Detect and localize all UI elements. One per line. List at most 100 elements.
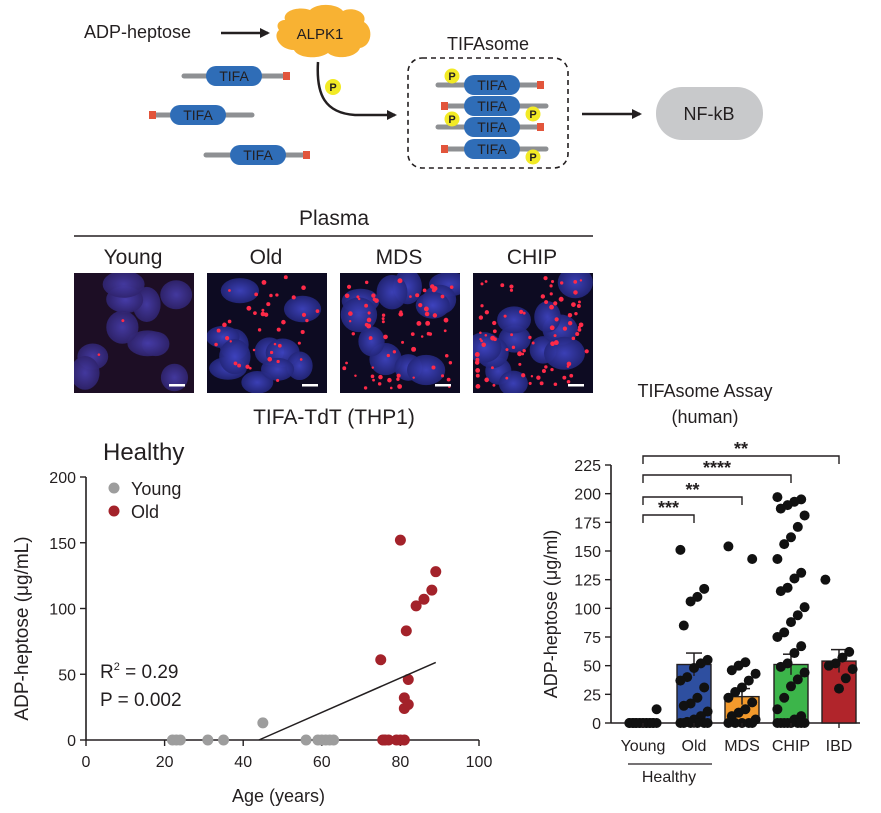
r-squared-stat: R2 = 0.29: [100, 661, 179, 683]
bar-point-old: [702, 718, 713, 728]
scatter-point-young: [202, 734, 214, 746]
tifa-molecule: TIFA P: [441, 96, 549, 122]
microscopy-caption: TIFA-TdT (THP1): [253, 406, 415, 429]
bar-x-tick-label: Young: [621, 738, 666, 755]
bar-point-chip: [772, 704, 783, 715]
bar-y-tick-label: 100: [574, 601, 601, 618]
scatter-point-young: [174, 734, 186, 746]
bar-x-tick-label: IBD: [826, 738, 853, 755]
bar-point-ibd: [847, 664, 858, 675]
scatter-x-tick-label: 0: [82, 754, 91, 771]
bar-point-chip: [796, 718, 807, 728]
bar-point-ibd: [834, 683, 844, 694]
p-value-stat: P = 0.002: [100, 690, 182, 711]
bar-point-mds: [743, 675, 754, 686]
bar-x-tick-label: CHIP: [772, 738, 810, 755]
bar-point-chip: [772, 718, 783, 728]
bar-y-tick-label: 25: [583, 687, 601, 704]
bar-point-chip: [772, 554, 783, 565]
scatter-x-tick-label: 60: [313, 754, 331, 771]
scatter-point-old: [375, 654, 387, 666]
scatter-chart: 0 50 100 150 200 0 20 40 60 80 100 Age (years) ADP-h…: [12, 470, 492, 806]
scatter-y-tick-label: 0: [67, 733, 76, 750]
scatter-point-old: [394, 734, 406, 746]
svg-text:P: P: [529, 152, 536, 164]
bar-point-ibd: [823, 660, 834, 671]
legend-marker-old: [108, 505, 120, 517]
phospho-badge: P: [325, 79, 341, 95]
regression-line: [258, 661, 437, 741]
scatter-point-old: [402, 698, 414, 710]
bar-point-ibd: [837, 652, 848, 663]
bar-point-mds: [747, 718, 758, 728]
bar-point-chip: [792, 521, 803, 532]
bar-y-tick-label: 50: [583, 659, 601, 676]
scatter-x-tick-label: 20: [156, 754, 174, 771]
significance-label: **: [734, 439, 748, 459]
scatter-point-old: [418, 593, 430, 605]
microscopy-panel: Plasma Young Old MDS CHIP TIFA-TdT (THP1…: [74, 207, 593, 429]
bar-point-mds: [747, 697, 758, 708]
bar-y-tick-label: 225: [574, 458, 601, 475]
bar-point-old: [685, 596, 696, 607]
scatter-point-old: [430, 566, 442, 578]
bar-point-mds: [730, 687, 741, 698]
bar-point-young: [651, 704, 662, 715]
bar-point-old: [678, 700, 689, 711]
legend-label-old: Old: [131, 502, 159, 522]
healthy-group-label: Healthy: [642, 769, 696, 786]
tifa-molecule: TIFA: [149, 105, 255, 125]
bar-x-tick-label: MDS: [724, 738, 760, 755]
significance-bracket: **: [642, 439, 840, 464]
legend-marker-young: [108, 482, 120, 494]
scatter-point-old: [426, 584, 438, 596]
scatter-panel: Healthy 0 50 100 150 200 0 20 40 60 80 100 Age (yea…: [12, 439, 492, 806]
significance-bracket: **: [642, 480, 743, 505]
bar-point-ibd: [844, 646, 855, 657]
tifa-label: TIFA: [477, 119, 507, 135]
svg-text:P: P: [448, 71, 455, 83]
bar-point-chip: [796, 641, 807, 652]
bar-point-chip: [799, 602, 810, 613]
bar-y-tick-label: 200: [574, 487, 601, 504]
bar-point-chip: [786, 617, 796, 628]
bar-point-chip: [796, 567, 807, 578]
svg-text:P: P: [329, 82, 336, 94]
bar-point-chip: [789, 648, 800, 659]
scatter-point-old: [379, 734, 391, 746]
bar-point-chip: [786, 532, 796, 543]
scatter-point-old: [394, 534, 406, 546]
phospho-badge: P: [444, 111, 460, 127]
microscopy-header: Plasma: [299, 207, 369, 230]
tifa-molecule: TIFA: [181, 66, 290, 86]
scatter-x-tick-label: 100: [466, 754, 493, 771]
scatter-y-tick-label: 50: [58, 667, 76, 684]
bar-panel: TIFAsome Assay (human) 0 25 50 75 100 125 150 1…: [541, 381, 860, 786]
significance-label: **: [685, 480, 699, 500]
ligand-label: ADP-heptose: [84, 22, 191, 42]
scatter-y-tick-label: 200: [49, 470, 76, 487]
tifa-molecule: TIFA P: [441, 139, 549, 165]
svg-text:P: P: [448, 114, 455, 126]
bar-point-chip: [779, 692, 790, 703]
kinase-label: ALPK1: [297, 26, 344, 43]
bar-point-old: [675, 675, 686, 686]
bar-point-mds: [747, 554, 758, 565]
scatter-panel-title: Healthy: [103, 439, 184, 466]
scatter-x-tick-label: 40: [234, 754, 252, 771]
bar-y-tick-label: 75: [583, 630, 601, 647]
scatter-point-young: [257, 717, 269, 729]
bar-x-tick-label: Old: [682, 738, 707, 755]
bar-y-tick-label: 175: [574, 515, 601, 532]
significance-bracket: ****: [642, 458, 792, 483]
tifa-molecule: TIFA P: [435, 111, 544, 137]
scatter-y-axis-label: ADP-heptose (μg/mL): [12, 536, 33, 720]
significance-label: ****: [703, 458, 731, 478]
bar-point-old: [692, 692, 703, 703]
bar-title-line1: TIFAsome Assay: [637, 381, 772, 401]
tifa-molecule: TIFA P: [435, 68, 544, 95]
scatter-y-tick-label: 150: [49, 536, 76, 553]
scatter-x-axis-label: Age (years): [232, 786, 325, 806]
tifa-molecule: TIFA: [203, 145, 310, 165]
